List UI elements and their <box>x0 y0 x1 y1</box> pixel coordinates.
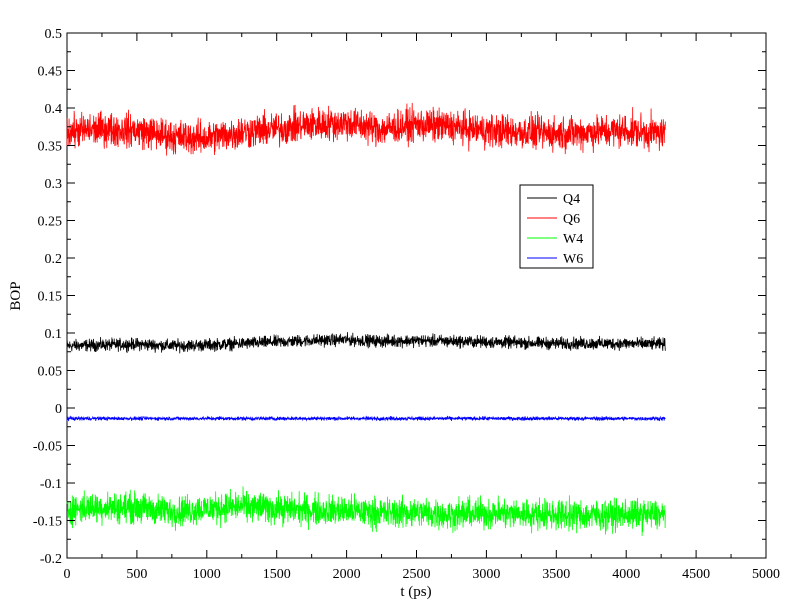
y-tick-label: 0 <box>55 402 62 417</box>
y-tick-label: 0.2 <box>45 252 63 267</box>
legend: Q4 Q6 W4 W6 <box>519 184 594 269</box>
series-line-w4 <box>66 486 666 536</box>
y-tick-label: 0.3 <box>45 177 63 192</box>
x-tick-label: 4500 <box>682 567 710 582</box>
x-tick-label: 3000 <box>472 567 500 582</box>
x-tick-label: 5000 <box>752 567 780 582</box>
legend-box <box>519 184 594 269</box>
y-tick-label: -0.15 <box>33 515 62 530</box>
y-tick-label: 0.15 <box>38 290 63 305</box>
y-tick-label: 0.45 <box>38 65 63 80</box>
y-axis-title: BOP <box>8 281 24 310</box>
legend-label-q4: Q4 <box>563 192 580 207</box>
series-line-w6 <box>66 415 666 422</box>
y-tick-label: -0.2 <box>40 552 62 567</box>
x-tick-label: 2500 <box>403 567 431 582</box>
series-line-q6 <box>66 102 666 156</box>
y-tick-label: 0.1 <box>45 327 63 342</box>
y-tick-label: -0.1 <box>40 477 62 492</box>
legend-label-w6: W6 <box>563 252 583 267</box>
y-tick-label: 0.05 <box>38 365 63 380</box>
x-tick-label: 4000 <box>612 567 640 582</box>
x-tick-label: 1000 <box>193 567 221 582</box>
legend-label-q6: Q6 <box>563 212 580 227</box>
y-tick-label: 0.35 <box>38 140 63 155</box>
series-line-q4 <box>66 332 666 354</box>
y-tick-label: 0.5 <box>45 27 63 42</box>
x-tick-label: 2000 <box>333 567 361 582</box>
series-layer <box>66 102 666 536</box>
y-tick-label: 0.25 <box>38 215 63 230</box>
legend-label-w4: W4 <box>563 232 583 247</box>
x-tick-label: 1500 <box>263 567 291 582</box>
y-tick-label: 0.4 <box>45 102 63 117</box>
x-axis-title: t (ps) <box>400 584 431 600</box>
plot-frame <box>66 32 767 559</box>
x-tick-label: 0 <box>64 567 71 582</box>
x-tick-label: 3500 <box>542 567 570 582</box>
x-tick-label: 500 <box>126 567 147 582</box>
tick-layer: 0 500 1000 1500 2000 2500 3000 3500 4000 4500 5000… <box>33 27 780 582</box>
y-tick-label: -0.05 <box>33 440 62 455</box>
